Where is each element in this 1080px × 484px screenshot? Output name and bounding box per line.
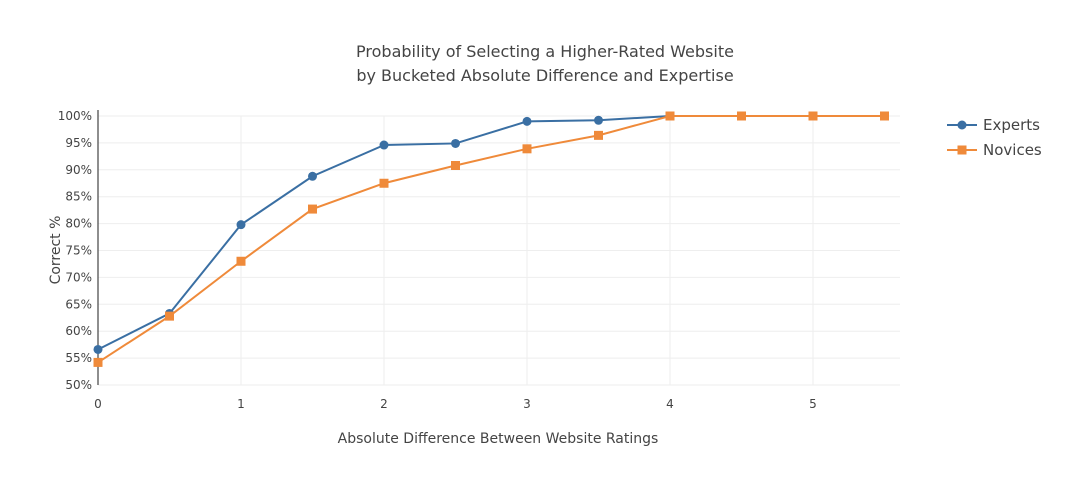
x-axis-label: Absolute Difference Between Website Rati… [338,431,659,447]
y-tick-label: 75% [65,244,92,258]
data-point-experts [236,220,246,230]
y-tick-label: 55% [65,351,92,365]
legend-circle-marker-icon [957,120,967,130]
data-point-novices [451,160,460,170]
y-tick-label: 65% [65,297,92,311]
x-tick-label: 3 [523,397,531,411]
data-point-experts [379,140,389,150]
chart-title-line-2: by Bucketed Absolute Difference and Expe… [356,66,733,85]
data-point-novices [594,130,603,140]
y-axis-label: Correct % [48,216,64,285]
y-tick-label: 90% [65,163,92,177]
legend-square-marker-icon [957,145,967,155]
data-point-novices [880,111,889,121]
data-point-experts [522,116,532,126]
data-point-novices [236,256,246,266]
data-point-novices [522,144,532,154]
y-tick-label: 80% [65,217,92,231]
x-tick-label: 4 [666,397,674,411]
data-point-experts [93,344,103,354]
y-tick-label: 60% [65,324,92,338]
y-tick-label: 85% [65,190,92,204]
y-tick-label: 95% [65,136,92,150]
x-tick-label: 5 [809,397,817,411]
x-tick-label: 0 [94,397,102,411]
legend-label: Experts [983,116,1040,134]
legend-label: Novices [983,141,1042,159]
data-point-novices [737,111,746,121]
legend-item-novices: Novices [947,141,1042,159]
data-point-novices [165,311,174,321]
data-point-novices [93,357,103,367]
data-point-experts [594,115,603,125]
x-tick-label: 2 [380,397,388,411]
data-point-novices [379,178,389,188]
y-tick-label: 70% [65,270,92,284]
chart-title-line-1: Probability of Selecting a Higher-Rated … [356,42,734,61]
data-point-experts [308,171,317,181]
x-tick-label: 1 [237,397,245,411]
y-tick-label: 100% [58,109,92,123]
y-tick-label: 50% [65,378,92,392]
data-point-novices [808,111,818,121]
data-point-experts [451,138,460,148]
series-line-experts [97,115,885,351]
legend-item-experts: Experts [947,116,1040,134]
data-point-novices [308,204,317,214]
data-point-novices [665,111,675,121]
series-line-novices [97,115,885,364]
